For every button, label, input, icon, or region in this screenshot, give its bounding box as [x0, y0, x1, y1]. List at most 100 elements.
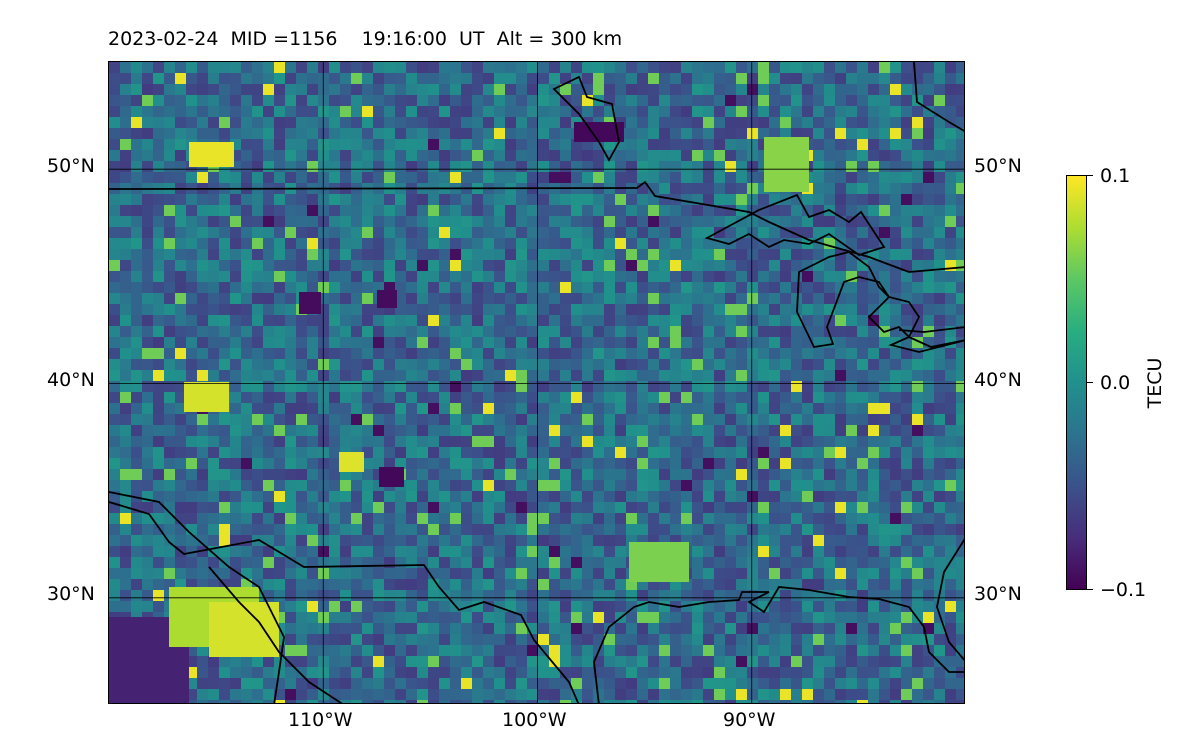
- tec-cell: [758, 315, 770, 327]
- tec-cell: [505, 557, 517, 569]
- tec-cell: [241, 73, 253, 85]
- tec-cell: [835, 458, 847, 470]
- tec-cell: [714, 84, 726, 96]
- tec-cell: [901, 502, 913, 514]
- tec-cell: [637, 502, 649, 514]
- tec-cell: [923, 403, 935, 415]
- tec-cell: [824, 601, 836, 613]
- tec-cell: [439, 612, 451, 624]
- tec-cell: [769, 469, 781, 481]
- tec-cell: [945, 238, 957, 250]
- tec-cell: [758, 161, 770, 173]
- tec-cell: [153, 469, 165, 481]
- tec-cell: [109, 106, 121, 118]
- tec-cell: [571, 293, 583, 305]
- tec-cell: [648, 667, 660, 679]
- tec-cell: [384, 260, 396, 272]
- tec-cell: [582, 535, 594, 547]
- tec-cell: [428, 458, 440, 470]
- tec-cell: [604, 403, 616, 415]
- tec-cell: [428, 84, 440, 96]
- tec-cell: [747, 579, 759, 591]
- tec-cell: [857, 689, 869, 701]
- tec-cell: [274, 62, 286, 74]
- tec-cell: [450, 700, 462, 703]
- tec-cell: [329, 304, 341, 316]
- tec-cell: [912, 238, 924, 250]
- tec-cell: [593, 414, 605, 426]
- tec-cell: [505, 128, 517, 140]
- tec-cell: [505, 106, 517, 118]
- tec-cell: [835, 469, 847, 481]
- tec-cell: [824, 656, 836, 668]
- tec-cell: [461, 172, 473, 184]
- tec-cell: [571, 546, 583, 558]
- tec-cell: [912, 458, 924, 470]
- tec-cell: [131, 150, 143, 162]
- tec-cell: [406, 128, 418, 140]
- tec-cell: [945, 436, 957, 448]
- tec-cell: [285, 392, 297, 404]
- tec-cell: [846, 282, 858, 294]
- tec-cell: [505, 436, 517, 448]
- tec-cell: [648, 73, 660, 85]
- tec-cell: [142, 139, 154, 151]
- tec-cell: [912, 205, 924, 217]
- tec-cell: [835, 678, 847, 690]
- tec-cell: [670, 348, 682, 360]
- tec-cell: [604, 524, 616, 536]
- tec-cell: [483, 524, 495, 536]
- tec-cell: [934, 139, 946, 151]
- tec-cell: [505, 150, 517, 162]
- tec-cell: [659, 205, 671, 217]
- tec-cell: [505, 513, 517, 525]
- map-panel[interactable]: [108, 61, 965, 704]
- tec-cell: [120, 238, 132, 250]
- tec-cell: [890, 645, 902, 657]
- tec-cell: [131, 458, 143, 470]
- tec-cell: [527, 128, 539, 140]
- tec-cell: [373, 161, 385, 173]
- tec-cell: [351, 689, 363, 701]
- tec-cell: [791, 458, 803, 470]
- tec-cell: [846, 62, 858, 74]
- tec-cell: [472, 381, 484, 393]
- tec-cell: [659, 612, 671, 624]
- tec-cell: [736, 480, 748, 492]
- tec-cell: [461, 370, 473, 382]
- tec-cell: [879, 678, 891, 690]
- tec-cell: [131, 249, 143, 261]
- tec-cell: [329, 359, 341, 371]
- lat-label-40-left: 40°N: [47, 369, 95, 391]
- tec-cell: [890, 326, 902, 338]
- tec-cell: [483, 381, 495, 393]
- tec-cell: [626, 117, 638, 129]
- tec-cell: [395, 612, 407, 624]
- tec-cell: [659, 227, 671, 239]
- tec-cell: [241, 689, 253, 701]
- tec-cell: [703, 414, 715, 426]
- tec-cell: [769, 700, 781, 703]
- tec-cell: [263, 128, 275, 140]
- tec-cell: [494, 337, 506, 349]
- tec-cell: [274, 634, 286, 646]
- tec-cell: [758, 700, 770, 703]
- tec-cell: [417, 315, 429, 327]
- tec-cell: [670, 667, 682, 679]
- tec-cell: [384, 370, 396, 382]
- tec-cell: [846, 623, 858, 635]
- tec-cell: [208, 458, 220, 470]
- tec-cell: [725, 95, 737, 107]
- tec-cell: [274, 535, 286, 547]
- tec-cell: [758, 106, 770, 118]
- tec-cell: [725, 381, 737, 393]
- tec-cell: [450, 150, 462, 162]
- tec-cell: [516, 656, 528, 668]
- tec-cell: [318, 194, 330, 206]
- tec-cell: [219, 656, 231, 668]
- tec-cell: [703, 117, 715, 129]
- tec-cell: [604, 348, 616, 360]
- tec-cell: [340, 216, 352, 228]
- tec-cell: [109, 216, 121, 228]
- tec-cell: [538, 84, 550, 96]
